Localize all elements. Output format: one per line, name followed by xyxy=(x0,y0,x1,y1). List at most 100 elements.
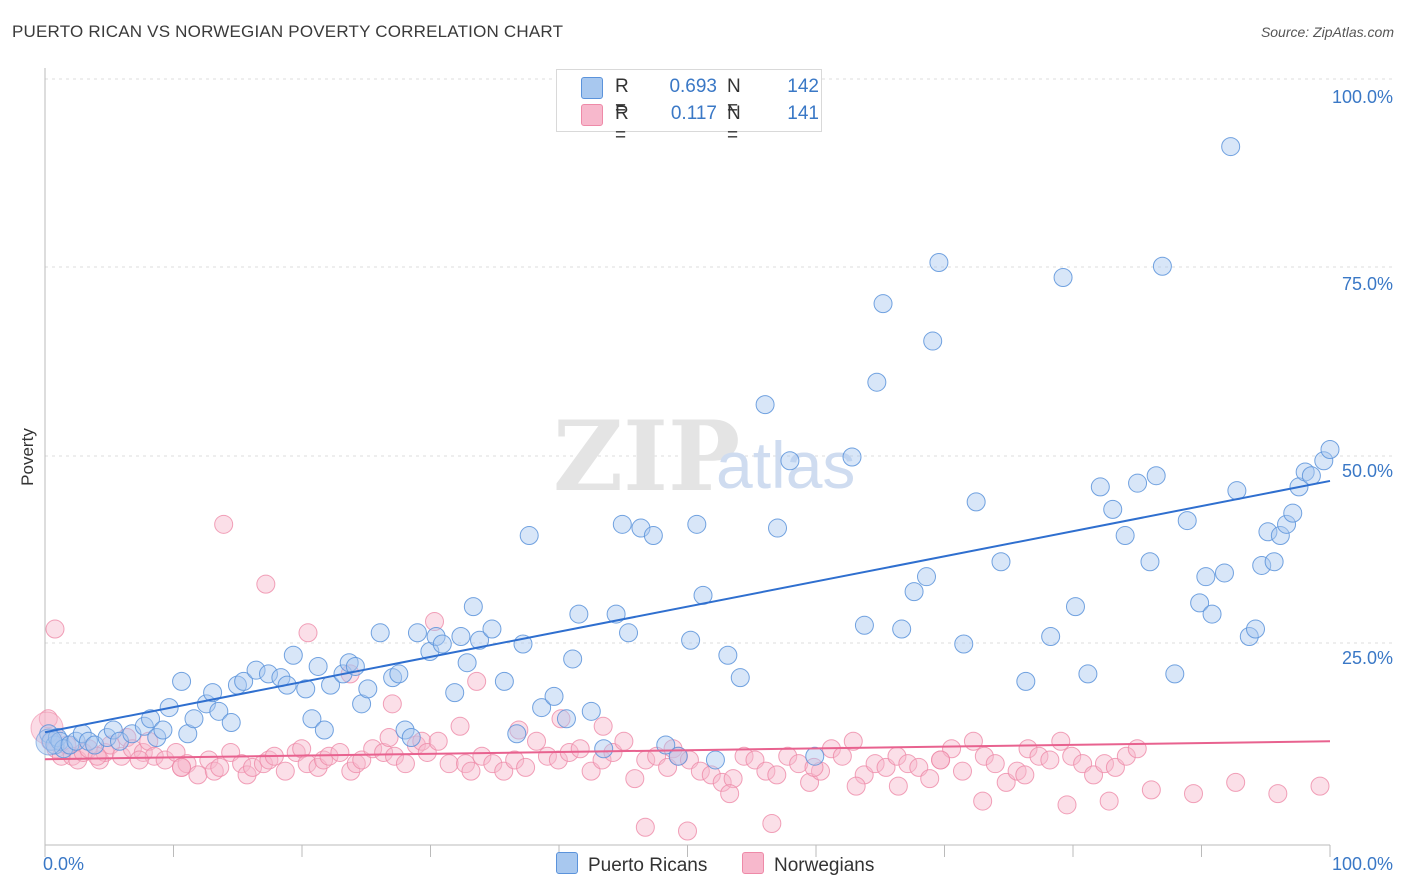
puerto-rican-point xyxy=(1090,477,1110,497)
source-label: Source: ZipAtlas.com xyxy=(1260,24,1394,40)
puerto-rican-point xyxy=(85,735,105,755)
watermark-zip: ZIP xyxy=(553,400,740,513)
puerto-rican-point xyxy=(1078,664,1098,684)
puerto-rican-point xyxy=(184,709,204,729)
puerto-rican-point xyxy=(705,750,725,770)
norwegian-point xyxy=(723,769,743,789)
puerto-rican-point xyxy=(283,645,303,665)
norwegian-point xyxy=(467,671,487,691)
puerto-rican-point xyxy=(494,671,514,691)
norwegian-point xyxy=(425,612,444,632)
puerto-rican-point xyxy=(426,627,446,647)
norwegian-point xyxy=(505,750,525,770)
norwegian-point xyxy=(1226,772,1246,792)
puerto-rican-point xyxy=(246,660,266,680)
norwegian-point xyxy=(570,739,590,759)
norwegian-point xyxy=(1040,750,1060,770)
norwegian-point xyxy=(593,716,613,736)
puerto-rican-point xyxy=(1246,619,1266,639)
norwegian-point xyxy=(1094,754,1114,774)
puerto-rican-point xyxy=(668,746,688,766)
puerto-rican-point xyxy=(1190,593,1210,613)
puerto-rican-point xyxy=(867,372,887,392)
puerto-rican-point xyxy=(1128,473,1148,493)
y-tick-label: 50.0% xyxy=(1342,461,1393,481)
y-tick-label: 75.0% xyxy=(1342,274,1393,294)
puerto-rican-point xyxy=(103,720,123,740)
norwegian-point xyxy=(472,746,492,766)
norwegian-point xyxy=(204,761,224,781)
norwegians-points xyxy=(30,514,1330,841)
y-tick-label: 25.0% xyxy=(1342,648,1393,668)
legend-n-label: N = xyxy=(727,76,741,119)
puerto-rican-point xyxy=(544,686,564,706)
norwegian-point xyxy=(712,772,732,792)
stats-legend: R = 0.693 N = 142 R = 0.117 N = 141 xyxy=(556,69,822,146)
norwegian-point xyxy=(1127,739,1147,759)
puerto-rican-point xyxy=(1239,627,1259,647)
puerto-rican-point xyxy=(134,716,154,736)
puerto-rican-point xyxy=(463,597,483,617)
puerto-rican-point xyxy=(730,668,750,688)
norwegian-point xyxy=(516,757,536,777)
puerto-rican-point xyxy=(457,653,477,673)
norwegian-point xyxy=(1051,731,1071,751)
puerto-rican-point xyxy=(954,634,974,654)
norwegian-point xyxy=(920,769,940,789)
norwegian-point xyxy=(635,817,655,837)
norwegian-point xyxy=(129,750,149,770)
puerto-rican-point xyxy=(308,656,328,676)
norwegian-point xyxy=(1015,765,1035,785)
norwegian-point xyxy=(253,754,273,774)
puerto-rican-point xyxy=(619,623,639,643)
puerto-rican-point xyxy=(1221,137,1241,157)
chart-title: PUERTO RICAN VS NORWEGIAN POVERTY CORREL… xyxy=(12,22,564,41)
puerto-ricans-points xyxy=(35,137,1340,770)
puerto-rican-point xyxy=(1165,664,1185,684)
norwegian-point xyxy=(292,739,312,759)
puerto-rican-point xyxy=(221,713,241,733)
norwegian-point xyxy=(832,746,852,766)
norwegian-point xyxy=(810,761,830,781)
puerto-rican-point xyxy=(854,615,874,635)
puerto-rican-point xyxy=(370,623,390,643)
puerto-rican-point xyxy=(141,709,161,729)
legend-swatch-pink xyxy=(581,104,603,126)
norwegian-point xyxy=(789,754,809,774)
norwegian-point xyxy=(275,761,295,781)
puerto-rican-point xyxy=(314,720,334,740)
norwegian-point xyxy=(330,742,350,762)
puerto-rican-point xyxy=(1065,597,1085,617)
norwegian-point xyxy=(428,731,448,751)
puerto-rican-point xyxy=(1202,604,1222,624)
puerto-rican-point xyxy=(432,634,452,654)
norwegian-point xyxy=(232,754,252,774)
puerto-rican-point xyxy=(1270,526,1290,546)
puerto-rican-point xyxy=(97,728,117,747)
puerto-rican-point xyxy=(1177,511,1197,531)
norwegian-point xyxy=(155,750,175,770)
puerto-rican-point xyxy=(203,683,223,703)
norwegian-point xyxy=(374,742,394,762)
puerto-rican-point xyxy=(1115,526,1135,546)
puerto-rican-point xyxy=(296,679,316,699)
puerto-rican-point xyxy=(991,552,1011,572)
puerto-rican-point xyxy=(1146,466,1166,486)
norwegian-point xyxy=(690,761,710,781)
puerto-rican-point xyxy=(966,492,986,512)
norwegian-point xyxy=(865,754,885,774)
norwegian-point xyxy=(756,761,776,781)
norwegian-point xyxy=(720,784,740,804)
puerto-rican-point xyxy=(234,671,254,691)
puerto-rican-point xyxy=(1314,451,1334,471)
puerto-ricans-trend-line xyxy=(44,479,1331,734)
legend-n-value: 141 xyxy=(787,103,819,124)
puerto-rican-point xyxy=(643,526,663,546)
y-tick-label: 100.0% xyxy=(1332,87,1393,107)
norwegian-point xyxy=(985,754,1005,774)
gridlines xyxy=(45,78,1395,644)
norwegian-point xyxy=(210,757,230,777)
puerto-rican-point xyxy=(923,331,943,351)
norwegian-point xyxy=(952,761,972,781)
norwegian-point xyxy=(1099,791,1119,811)
